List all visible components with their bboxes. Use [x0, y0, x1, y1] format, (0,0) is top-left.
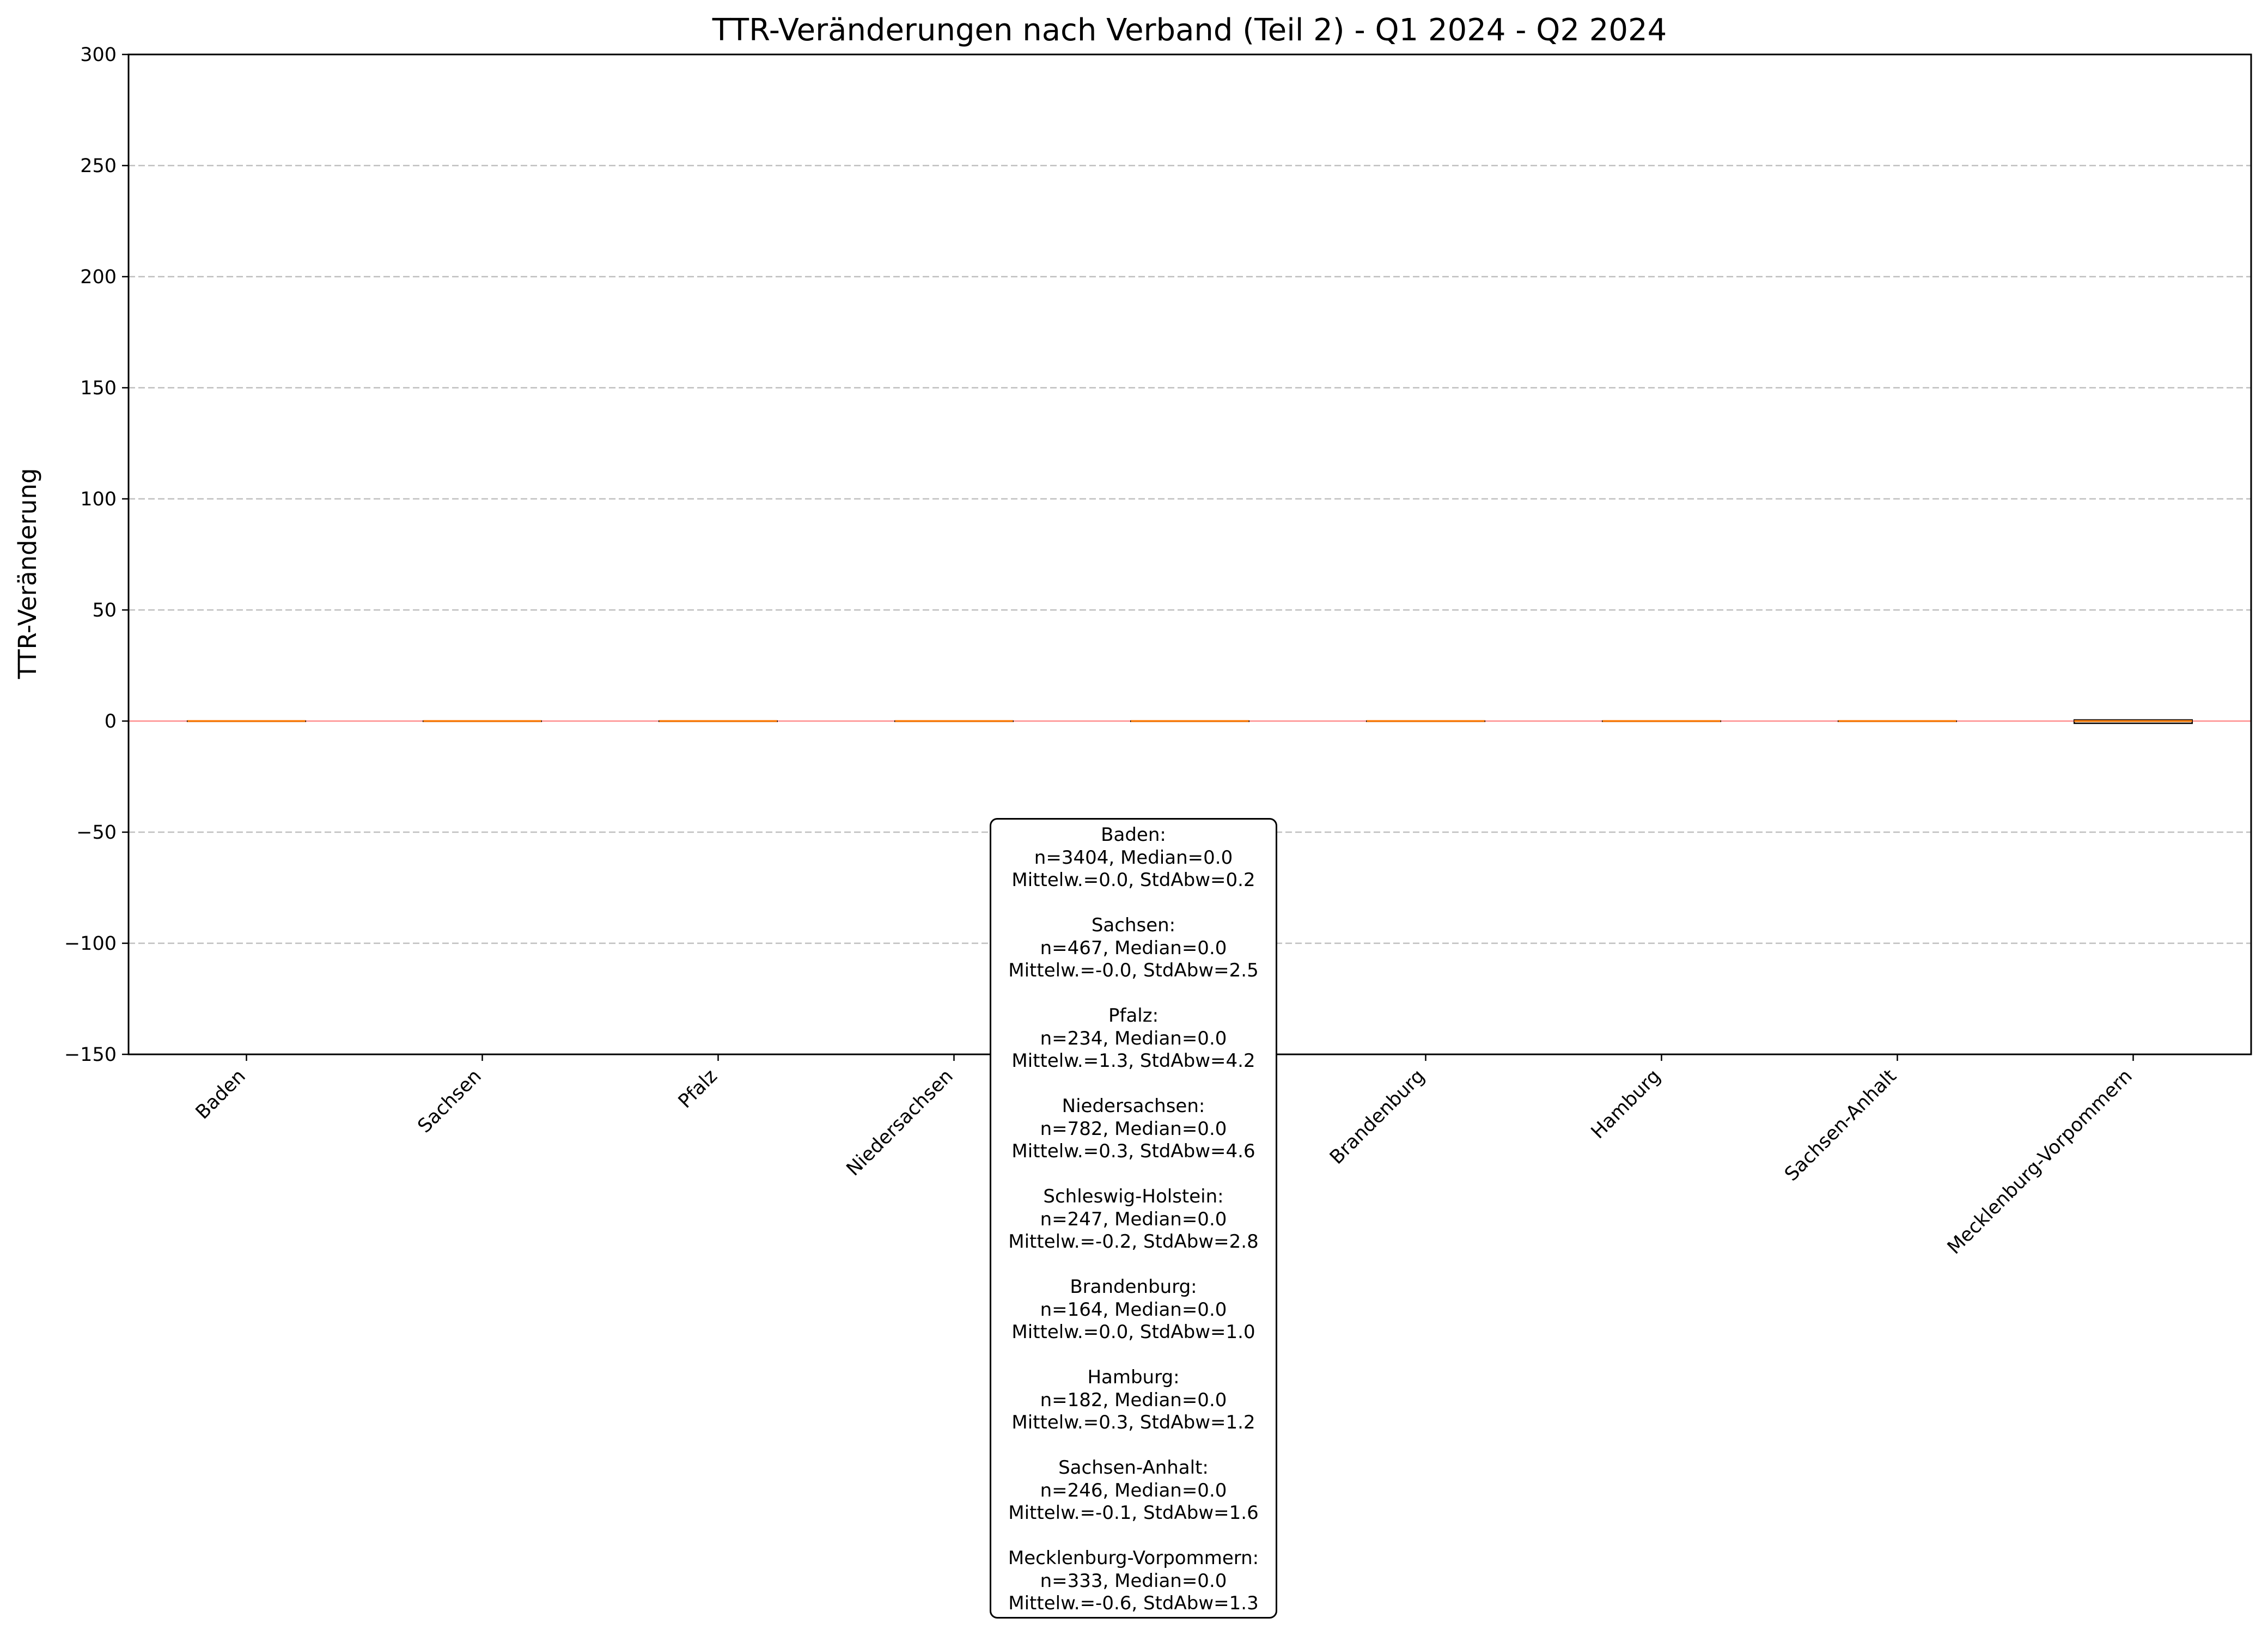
- y-tick-label: 200: [80, 266, 117, 288]
- stat-line: Mittelw.=0.3, StdAbw=4.6: [1011, 1140, 1255, 1162]
- y-tick-label: −50: [76, 822, 117, 844]
- stat-block: Niedersachsen: n=782, Median=0.0 Mittelw.=…: [991, 1095, 1276, 1163]
- x-tick-label: Niedersachsen: [843, 1065, 958, 1180]
- stat-line: Hamburg:: [1087, 1366, 1180, 1388]
- y-tick-label: 100: [80, 489, 117, 510]
- stat-line: n=333, Median=0.0: [1040, 1570, 1227, 1592]
- stat-line: Mittelw.=0.3, StdAbw=1.2: [1011, 1412, 1255, 1433]
- stat-block: Sachsen-Anhalt: n=246, Median=0.0 Mittelw.…: [991, 1457, 1276, 1525]
- stat-block: Pfalz: n=234, Median=0.0 Mittelw.=1.3, Std…: [991, 1005, 1276, 1073]
- stat-line: Mittelw.=-0.6, StdAbw=1.3: [1008, 1592, 1259, 1614]
- x-tick-label: Sachsen: [414, 1065, 486, 1137]
- stat-block: Baden: n=3404, Median=0.0 Mittelw.=0.0, St…: [991, 824, 1276, 892]
- stat-block: Schleswig-Holstein: n=247, Median=0.0 Mitt…: [991, 1186, 1276, 1254]
- stat-line: Sachsen-Anhalt:: [1058, 1457, 1209, 1479]
- stat-line: n=246, Median=0.0: [1040, 1479, 1227, 1501]
- chart-title: TTR-Veränderungen nach Verband (Teil 2) …: [712, 13, 1667, 48]
- stat-line: Brandenburg:: [1070, 1276, 1197, 1298]
- stat-line: Mittelw.=-0.0, StdAbw=2.5: [1008, 960, 1259, 981]
- grid-lines: [129, 164, 2251, 944]
- x-tick-label: Pfalz: [674, 1065, 722, 1113]
- stat-line: Niedersachsen:: [1062, 1095, 1205, 1117]
- y-tick-label: −100: [64, 933, 117, 955]
- stat-line: Sachsen:: [1091, 914, 1176, 936]
- stat-line: n=164, Median=0.0: [1040, 1298, 1227, 1321]
- stat-line: Baden:: [1101, 824, 1166, 846]
- y-tick-label: 50: [92, 600, 117, 621]
- stat-line: Mittelw.=1.3, StdAbw=4.2: [1011, 1050, 1255, 1072]
- x-tick-label: Baden: [192, 1065, 250, 1124]
- x-tick-label: Sachsen-Anhalt: [1781, 1065, 1901, 1186]
- stat-line: Mittelw.=0.0, StdAbw=0.2: [1011, 869, 1255, 891]
- stat-line: n=247, Median=0.0: [1040, 1208, 1227, 1230]
- stat-line: Mittelw.=0.0, StdAbw=1.0: [1011, 1321, 1255, 1343]
- box-group: [187, 719, 2193, 724]
- x-tick-label: Hamburg: [1587, 1065, 1665, 1143]
- y-axis-ticks: −150 −100 −50 0 50 100 150 200 250 300: [64, 44, 129, 1066]
- stat-block: Mecklenburg-Vorpommern: n=333, Median=0.0…: [991, 1547, 1276, 1615]
- stat-line: Pfalz:: [1108, 1005, 1159, 1027]
- stat-line: n=234, Median=0.0: [1040, 1027, 1227, 1049]
- stat-block: Brandenburg: n=164, Median=0.0 Mittelw.=0.…: [991, 1276, 1276, 1344]
- y-tick-label: 0: [105, 711, 117, 732]
- stat-block: Hamburg: n=182, Median=0.0 Mittelw.=0.3, S…: [991, 1366, 1276, 1434]
- x-tick-label: Mecklenburg-Vorpommern: [1943, 1065, 2137, 1259]
- stat-line: n=3404, Median=0.0: [1034, 846, 1233, 869]
- stat-line: Mecklenburg-Vorpommern:: [1008, 1547, 1259, 1569]
- statistics-box: Baden: n=3404, Median=0.0 Mittelw.=0.0, St…: [990, 818, 1277, 1619]
- y-tick-label: 150: [80, 377, 117, 399]
- y-axis-title: TTR-Veränderung: [13, 468, 42, 679]
- stat-line: n=782, Median=0.0: [1040, 1118, 1227, 1140]
- y-tick-label: 250: [80, 155, 117, 177]
- stat-line: n=467, Median=0.0: [1040, 937, 1227, 959]
- x-tick-label: Brandenburg: [1326, 1065, 1429, 1169]
- y-tick-label: −150: [64, 1044, 117, 1066]
- y-tick-label: 300: [80, 44, 117, 66]
- stat-block: Sachsen: n=467, Median=0.0 Mittelw.=-0.0, …: [991, 914, 1276, 982]
- stat-line: Mittelw.=-0.2, StdAbw=2.8: [1008, 1231, 1259, 1253]
- stat-line: n=182, Median=0.0: [1040, 1389, 1227, 1411]
- stat-line: Mittelw.=-0.1, StdAbw=1.6: [1008, 1502, 1259, 1524]
- stat-line: Schleswig-Holstein:: [1043, 1186, 1224, 1207]
